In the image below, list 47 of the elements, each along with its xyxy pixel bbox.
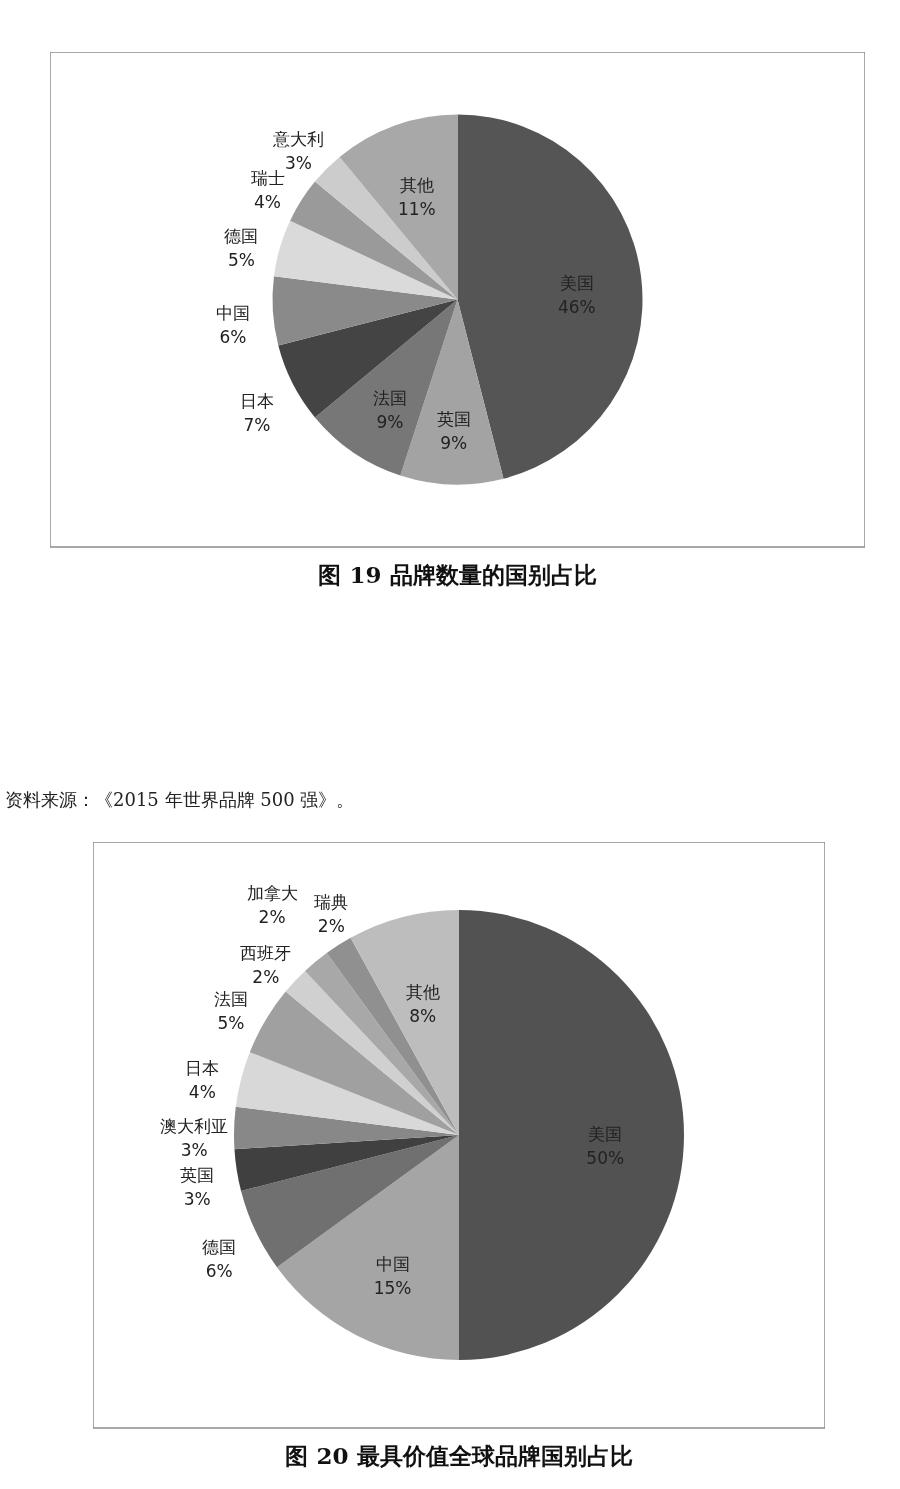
- data-label: 6%: [219, 326, 247, 347]
- data-label: 2%: [252, 966, 280, 987]
- slice-label: 其他: [405, 982, 440, 1003]
- data-label: 3%: [180, 1139, 208, 1160]
- pie-slice: [234, 1135, 459, 1191]
- slice-label: 法国: [213, 989, 248, 1010]
- slice-label: 日本: [240, 390, 275, 411]
- text: 图 20 最具价值全球品牌国别占比: [285, 1442, 633, 1469]
- data-label: 6%: [205, 1260, 233, 1281]
- slice-label: 法国: [372, 387, 407, 408]
- text: 资料来源：《2015 年世界品牌 500 强》。: [5, 788, 355, 812]
- pie-slice: [314, 156, 458, 300]
- data-label: 15%: [373, 1278, 412, 1299]
- pie-slice: [276, 1135, 459, 1360]
- data-label: 4%: [188, 1082, 216, 1103]
- slice-label: 中国: [215, 302, 250, 323]
- data-label: 8%: [409, 1006, 437, 1027]
- slice-label: 澳大利亚: [160, 1115, 229, 1136]
- data-label: 5%: [227, 249, 255, 270]
- pie-slice: [350, 910, 459, 1135]
- pie-slice: [273, 220, 458, 300]
- data-label: 4%: [254, 191, 282, 212]
- data-label: 7%: [243, 414, 271, 435]
- slice-label: 中国: [375, 1254, 410, 1275]
- pie-slice: [459, 910, 684, 1360]
- data-label: 11%: [397, 199, 436, 220]
- slice-label: 意大利: [271, 129, 324, 150]
- slice-label: 瑞典: [314, 891, 349, 912]
- data-label: 2%: [258, 907, 286, 927]
- slice-label: 西班牙: [240, 942, 292, 963]
- slice-label: 德国: [224, 225, 259, 246]
- data-label: 9%: [440, 432, 468, 453]
- data-label: 9%: [376, 411, 404, 432]
- data-label: 5%: [217, 1013, 245, 1034]
- text: 图 19 品牌数量的国别占比: [318, 561, 597, 588]
- slice-label: 德国: [202, 1236, 237, 1257]
- slice-label: 英国: [436, 408, 471, 429]
- slice-label: 英国: [180, 1165, 215, 1186]
- data-label: 3%: [284, 153, 312, 174]
- slice-label: 其他: [399, 175, 434, 196]
- data-label: 2%: [317, 915, 345, 936]
- pie-slice: [272, 276, 458, 346]
- slice-label: 日本: [185, 1058, 220, 1079]
- slice-label: 瑞士: [250, 167, 285, 188]
- data-label: 3%: [183, 1189, 211, 1210]
- pie-slice: [326, 937, 459, 1135]
- slice-label: 加拿大: [246, 883, 298, 903]
